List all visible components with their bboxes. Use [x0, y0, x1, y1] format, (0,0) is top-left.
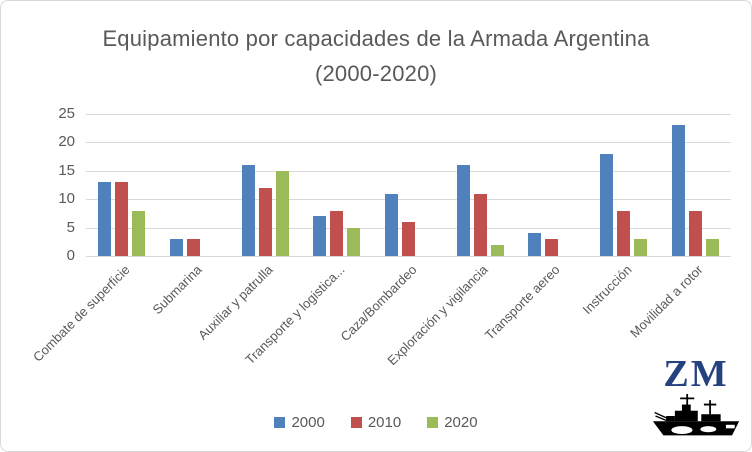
plot-area [86, 114, 731, 257]
y-axis-tick-label: 25 [58, 105, 75, 122]
bar-group [444, 114, 516, 256]
bar-group [158, 114, 230, 256]
y-axis-tick-label: 0 [66, 247, 75, 264]
bar-2020 [633, 238, 647, 256]
bar-2000 [599, 153, 613, 256]
zm-logo: ZM [651, 355, 741, 439]
bar-2000 [384, 193, 398, 256]
chart-title: Equipamiento por capacidades de la Armad… [102, 26, 650, 86]
y-axis-tick-label: 20 [58, 133, 75, 151]
bar-2010 [115, 182, 129, 256]
bar-2010 [545, 238, 559, 256]
x-axis-label: Transporte aereo [481, 262, 563, 343]
bar-2020 [347, 227, 361, 256]
x-axis-label: Submarina [149, 262, 205, 318]
bar-2000 [528, 233, 542, 256]
x-axis-label: Auxiliar y patrulla [195, 262, 276, 343]
bar-2020 [132, 210, 146, 256]
legend-item-2000: 2000 [274, 414, 325, 431]
y-axis-tick-label: 10 [58, 190, 75, 208]
x-axis-label: Instrucción [579, 262, 635, 318]
x-axis-label: Exploración y vigilancia [384, 262, 491, 369]
bar-group [301, 114, 373, 256]
bar-2000 [169, 238, 183, 256]
legend: 2000 2010 2020 [1, 414, 751, 431]
bar-2010 [401, 221, 415, 256]
gridline [86, 256, 731, 257]
legend-item-2010: 2010 [350, 414, 402, 431]
bar-group [516, 114, 588, 256]
y-axis-tick-label: 15 [58, 161, 75, 179]
legend-marker-icon [427, 417, 439, 428]
legend-label: 2000 [291, 414, 325, 431]
gridline [86, 142, 731, 144]
bar-2010 [688, 210, 702, 256]
bar-2020 [705, 238, 719, 256]
legend-label: 2020 [444, 414, 478, 431]
bar-2000 [241, 165, 255, 256]
bar-group [659, 114, 731, 256]
bar-2000 [456, 165, 470, 256]
legend-item-2020: 2020 [427, 414, 478, 431]
bar-2010 [186, 238, 200, 256]
legend-marker-icon [274, 417, 286, 428]
bar-2000 [313, 216, 327, 256]
gridline [86, 114, 731, 115]
bar-2020 [490, 244, 504, 256]
x-axis-label: Transporte y logistica... [242, 262, 348, 368]
gridline [86, 170, 731, 172]
y-axis-tick-label: 5 [66, 218, 75, 236]
gridline [86, 199, 731, 201]
bar-group [229, 114, 301, 256]
bar-2010 [473, 193, 487, 256]
bar-2010 [258, 187, 272, 256]
bar-2010 [330, 210, 344, 256]
bar-group [86, 114, 158, 256]
bar-2000 [98, 182, 112, 256]
bar-2010 [616, 210, 630, 256]
bar-group [373, 114, 445, 256]
x-axis-label: Caza/Bombardeo [336, 262, 420, 345]
bar-2000 [671, 125, 685, 256]
x-axis-label: Combate de superficie [29, 262, 133, 365]
bar-group [588, 114, 660, 256]
zm-logo-text: ZM [663, 353, 729, 395]
warship-icon [652, 394, 740, 436]
legend-label: 2010 [367, 414, 402, 431]
bar-2020 [275, 170, 289, 256]
legend-marker-icon [350, 417, 362, 428]
